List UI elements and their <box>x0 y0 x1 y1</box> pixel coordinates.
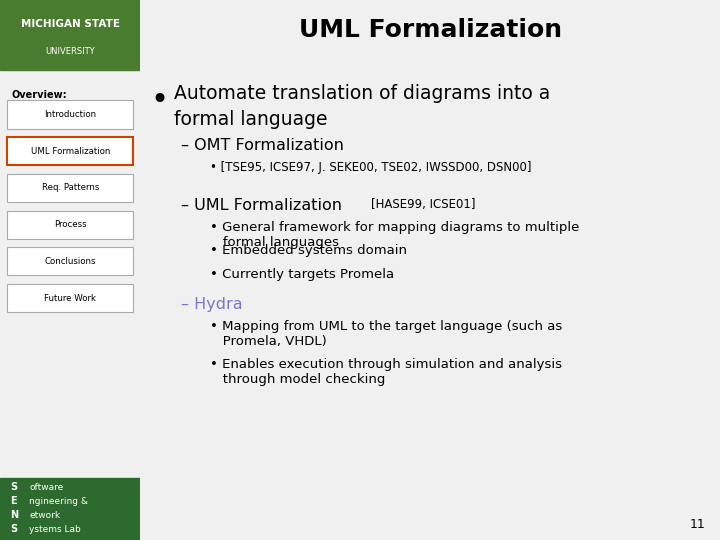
Text: Process: Process <box>54 220 86 229</box>
Text: [HASE99, ICSE01]: [HASE99, ICSE01] <box>371 198 476 211</box>
Text: • Currently targets Promela: • Currently targets Promela <box>210 268 394 281</box>
Text: Overview:: Overview: <box>12 90 67 99</box>
Text: – UML Formalization: – UML Formalization <box>181 198 347 213</box>
Text: MICHIGAN STATE: MICHIGAN STATE <box>21 19 120 29</box>
Text: N: N <box>10 510 18 520</box>
Text: • Embedded systems domain: • Embedded systems domain <box>210 245 407 258</box>
FancyBboxPatch shape <box>7 174 133 202</box>
Text: • Enables execution through simulation and analysis
   through model checking: • Enables execution through simulation a… <box>210 359 562 387</box>
Text: ystems Lab: ystems Lab <box>30 525 81 534</box>
Text: S: S <box>10 524 17 534</box>
FancyBboxPatch shape <box>7 137 133 165</box>
Bar <box>0 0 140 70</box>
Text: – OMT Formalization: – OMT Formalization <box>181 138 344 153</box>
Text: oftware: oftware <box>30 483 64 491</box>
Text: E: E <box>10 496 17 506</box>
Text: • [TSE95, ICSE97, J. SEKE00, TSE02, IWSSD00, DSN00]: • [TSE95, ICSE97, J. SEKE00, TSE02, IWSS… <box>210 161 531 174</box>
FancyBboxPatch shape <box>7 211 133 239</box>
FancyBboxPatch shape <box>7 247 133 275</box>
Text: UML Formalization: UML Formalization <box>299 18 562 42</box>
Text: formal language: formal language <box>174 110 328 129</box>
Text: S: S <box>10 482 17 492</box>
Text: Future Work: Future Work <box>44 294 96 302</box>
Text: UNIVERSITY: UNIVERSITY <box>45 47 95 56</box>
Text: Introduction: Introduction <box>44 110 96 119</box>
Text: UML Formalization: UML Formalization <box>30 147 110 156</box>
Text: ngineering &: ngineering & <box>30 497 89 505</box>
Bar <box>0 478 140 540</box>
Text: etwork: etwork <box>30 511 60 519</box>
Text: 11: 11 <box>690 518 706 531</box>
Text: Automate translation of diagrams into a: Automate translation of diagrams into a <box>174 84 550 103</box>
Text: •: • <box>150 86 169 115</box>
Text: – Hydra: – Hydra <box>181 296 243 312</box>
Text: Conclusions: Conclusions <box>45 257 96 266</box>
Text: • Mapping from UML to the target language (such as
   Promela, VHDL): • Mapping from UML to the target languag… <box>210 320 562 348</box>
Text: Req. Patterns: Req. Patterns <box>42 184 99 192</box>
FancyBboxPatch shape <box>7 100 133 129</box>
FancyBboxPatch shape <box>7 284 133 312</box>
Text: • General framework for mapping diagrams to multiple
   formal languages: • General framework for mapping diagrams… <box>210 221 580 248</box>
